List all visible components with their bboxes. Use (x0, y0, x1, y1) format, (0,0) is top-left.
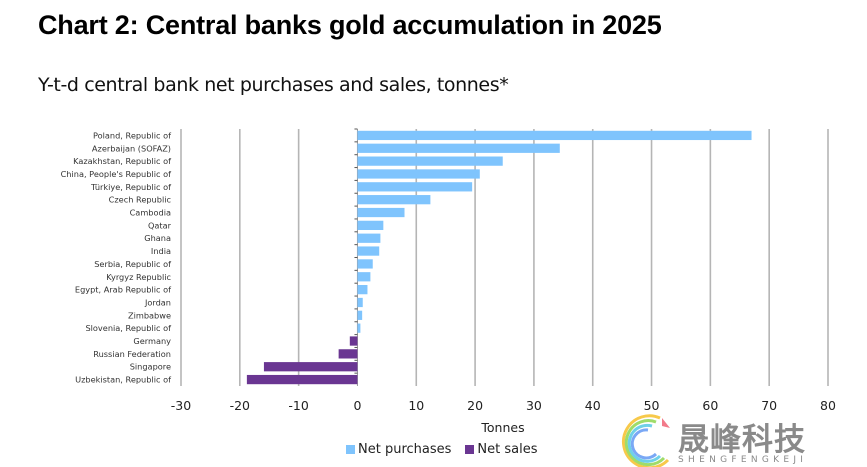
x-tick-label: -10 (288, 398, 308, 413)
legend-label-net-purchases: Net purchases (358, 442, 452, 457)
bar-cambodia (357, 207, 405, 218)
bar-germany (349, 336, 358, 346)
legend-swatch-net-purchases (346, 445, 355, 454)
category-label: Egypt, Arab Republic of (75, 285, 172, 295)
category-label: Jordan (144, 297, 171, 307)
legend-item-net-sales: Net sales (465, 442, 537, 457)
bar-singapore (263, 362, 358, 372)
legend: Net purchases Net sales (346, 442, 547, 457)
bar-egypt-arab-republic-of (357, 284, 368, 295)
watermark-logo-icon (622, 414, 670, 467)
bar-poland-republic-of (357, 130, 752, 141)
chart-title: Chart 2: Central banks gold accumulation… (38, 10, 662, 40)
bar-qatar (357, 220, 384, 231)
category-label: Türkiye, Republic of (90, 182, 172, 192)
x-tick-label: -30 (171, 398, 191, 413)
x-tick-label: 10 (408, 398, 424, 413)
bar-t-rkiye-republic-of (357, 182, 473, 192)
bar-czech-republic (357, 195, 431, 205)
category-label: Kyrgyz Republic (106, 272, 171, 282)
x-tick-label: 50 (644, 398, 660, 413)
category-label: Zimbabwe (128, 310, 171, 320)
legend-swatch-net-sales (465, 445, 475, 454)
bar-india (357, 246, 380, 256)
chart-subtitle: Y-t-d central bank net purchases and sal… (38, 74, 509, 96)
category-label: Russian Federation (93, 349, 171, 359)
watermark: 晟峰科技 SHENGFENGKEJI (612, 412, 842, 467)
watermark-subtext: SHENGFENGKEJI (678, 455, 808, 465)
bar-kyrgyz-republic (357, 272, 371, 282)
gridlines (180, 128, 829, 386)
bar-azerbaijan-sofaz (357, 143, 560, 153)
bar-jordan (357, 297, 363, 308)
x-tick-label: -20 (230, 398, 250, 413)
legend-label-net-sales: Net sales (477, 442, 538, 457)
watermark-text: 晟峰科技 (678, 422, 806, 458)
category-label: India (151, 246, 171, 256)
x-tick-label: 20 (467, 398, 483, 413)
bar-serbia-republic-of (357, 259, 373, 269)
bar-kazakhstan-republic-of (357, 156, 503, 166)
category-label: Ghana (144, 233, 171, 243)
category-label: China, People's Republic of (61, 169, 173, 179)
bar-zimbabwe (357, 310, 363, 320)
category-label: Azerbaijan (SOFAZ) (92, 143, 171, 153)
x-tick-labels: -30 -20 -10 0 10 20 30 40 50 60 70 80 (171, 398, 836, 413)
x-tick-label: 80 (820, 398, 836, 413)
x-axis-title: Tonnes (480, 420, 524, 435)
category-label: Cambodia (130, 208, 171, 218)
x-tick-label: 40 (585, 398, 601, 413)
category-label: Serbia, Republic of (94, 259, 172, 269)
x-tick-label: 0 (353, 398, 361, 413)
bars (246, 130, 752, 385)
bar-uzbekistan-republic-of (246, 374, 358, 385)
category-label: Uzbekistan, Republic of (75, 375, 172, 385)
category-labels: Poland, Republic of Azerbaijan (SOFAZ) Kaz… (61, 130, 173, 384)
x-tick-label: 60 (702, 398, 718, 413)
category-label: Qatar (148, 220, 172, 230)
bar-russian-federation (338, 349, 358, 359)
legend-item-net-purchases: Net purchases (346, 442, 451, 457)
category-label: Singapore (130, 362, 171, 372)
bar-ghana (357, 233, 381, 243)
category-label: Germany (133, 336, 171, 346)
category-label: Poland, Republic of (93, 130, 172, 140)
bar-china-people-s-republic-of (357, 169, 480, 179)
x-tick-label: 70 (761, 398, 777, 413)
bar-slovenia-republic-of (357, 323, 361, 333)
x-tick-label: 30 (526, 398, 542, 413)
category-label: Slovenia, Republic of (85, 323, 172, 333)
category-label: Czech Republic (109, 195, 171, 205)
category-label: Kazakhstan, Republic of (73, 156, 172, 166)
